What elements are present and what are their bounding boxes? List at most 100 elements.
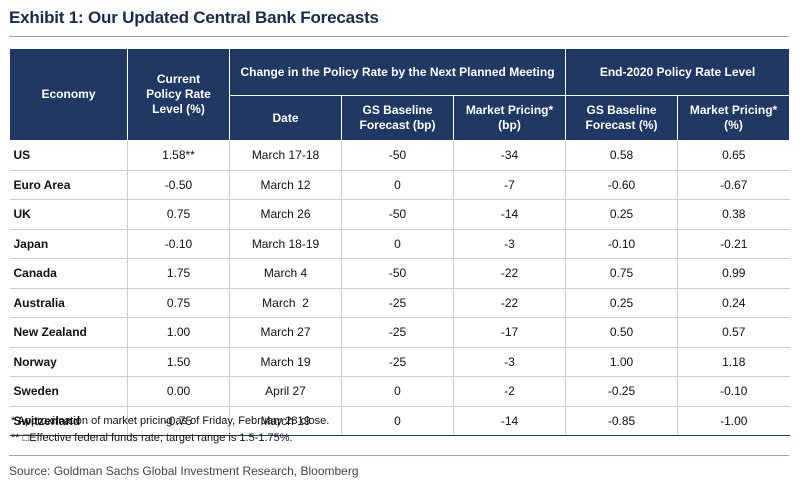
header-economy: Economy	[9, 48, 128, 141]
table-row: Euro Area -0.50 March 12 0 -7 -0.60 -0.6…	[9, 170, 790, 200]
header-current-rate-label: Current Policy Rate Level (%)	[146, 72, 211, 116]
header-market-pricing-bp: Market Pricing* (bp)	[452, 95, 567, 141]
footnotes: * Approximation of market pricing as of …	[11, 413, 329, 447]
cell-market-bp: -7	[452, 170, 566, 200]
cell-gs-pct: -0.60	[565, 170, 678, 200]
cell-gs-pct: 0.75	[565, 258, 678, 289]
cell-economy: Canada	[9, 258, 128, 289]
cell-date: March 26	[229, 199, 342, 230]
table-row: New Zealand 1.00 March 27 -25 -17 0.50 0…	[9, 317, 790, 348]
header-market-pricing-bp-label: Market Pricing* (bp)	[465, 103, 554, 132]
header-end2020-group: End-2020 Policy Rate Level	[565, 48, 791, 96]
header-date: Date	[229, 95, 342, 141]
cell-economy: Sweden	[9, 376, 128, 407]
cell-gs-bp: -25	[341, 317, 454, 348]
cell-current-rate: 1.58**	[127, 140, 230, 171]
cell-gs-bp: -25	[341, 347, 454, 377]
cell-date: March 27	[229, 317, 342, 348]
cell-current-rate: 1.75	[127, 258, 230, 289]
cell-gs-pct: 0.50	[565, 317, 678, 348]
cell-current-rate: -0.50	[127, 170, 230, 200]
cell-economy: New Zealand	[9, 317, 128, 348]
cell-market-bp: -2	[452, 376, 566, 407]
cell-date: March 19	[229, 406, 342, 436]
header-gs-baseline-bp: GS Baseline Forecast (bp)	[341, 95, 454, 141]
table-row: Switzerland -0.75 March 19 0 -14 -0.85 -…	[9, 406, 790, 436]
cell-gs-bp: -25	[341, 288, 454, 318]
cell-market-pct: 0.38	[677, 199, 790, 230]
cell-current-rate: 0.75	[127, 288, 230, 318]
cell-market-pct: 0.24	[677, 288, 790, 318]
header-market-pricing-pct-label: Market Pricing* (%)	[689, 103, 778, 132]
cell-economy: Switzerland	[9, 406, 128, 436]
cell-current-rate: 0.00	[127, 376, 230, 407]
cell-date: March 18-19	[229, 229, 342, 259]
cell-market-bp: -22	[452, 258, 566, 289]
header-current-rate: Current Policy Rate Level (%)	[127, 48, 230, 141]
cell-economy: UK	[9, 199, 128, 230]
cell-current-rate: 0.75	[127, 199, 230, 230]
cell-economy: US	[9, 140, 128, 171]
cell-date: March 2	[229, 288, 342, 318]
source-divider	[9, 455, 789, 456]
cell-market-pct: 0.57	[677, 317, 790, 348]
cell-market-pct: -0.21	[677, 229, 790, 259]
source-line: Source: Goldman Sachs Global Investment …	[9, 464, 359, 478]
cell-gs-bp: 0	[341, 376, 454, 407]
cell-economy: Norway	[9, 347, 128, 377]
table-row: Japan -0.10 March 18-19 0 -3 -0.10 -0.21	[9, 229, 790, 259]
table-row: US 1.58** March 17-18 -50 -34 0.58 0.65	[9, 140, 790, 171]
cell-market-pct: 1.18	[677, 347, 790, 377]
cell-economy: Australia	[9, 288, 128, 318]
cell-gs-pct: 0.58	[565, 140, 678, 171]
forecast-table: Economy Current Policy Rate Level (%) Ch…	[9, 48, 791, 436]
cell-market-bp: -3	[452, 347, 566, 377]
cell-gs-pct: 1.00	[565, 347, 678, 377]
cell-gs-bp: -50	[341, 258, 454, 289]
cell-market-bp: -14	[452, 199, 566, 230]
header-market-pricing-pct: Market Pricing* (%)	[677, 95, 791, 141]
header-gs-baseline-pct: GS Baseline Forecast (%)	[565, 95, 679, 141]
cell-date: March 17-18	[229, 140, 342, 171]
cell-date: March 19	[229, 347, 342, 377]
cell-market-bp: -34	[452, 140, 566, 171]
cell-gs-pct: -0.85	[565, 406, 678, 436]
title-divider	[9, 36, 789, 37]
cell-current-rate: -0.75	[127, 406, 230, 436]
header-gs-baseline-bp-label: GS Baseline Forecast (bp)	[359, 103, 436, 132]
table-row: Australia 0.75 March 2 -25 -22 0.25 0.24	[9, 288, 790, 318]
cell-market-bp: -17	[452, 317, 566, 348]
table-row: Canada 1.75 March 4 -50 -22 0.75 0.99	[9, 258, 790, 289]
footnote-effective-rate: ** □Effective federal funds rate; target…	[11, 432, 293, 444]
header-gs-baseline-pct-label: GS Baseline Forecast (%)	[585, 103, 658, 132]
cell-current-rate: 1.50	[127, 347, 230, 377]
cell-current-rate: 1.00	[127, 317, 230, 348]
cell-market-pct: -0.67	[677, 170, 790, 200]
cell-economy: Japan	[9, 229, 128, 259]
table-row: Sweden 0.00 April 27 0 -2 -0.25 -0.10	[9, 376, 790, 407]
cell-current-rate: -0.10	[127, 229, 230, 259]
cell-gs-pct: 0.25	[565, 199, 678, 230]
table-row: Norway 1.50 March 19 -25 -3 1.00 1.18	[9, 347, 790, 377]
exhibit-title: Exhibit 1: Our Updated Central Bank Fore…	[9, 8, 379, 27]
cell-gs-bp: -50	[341, 199, 454, 230]
cell-market-pct: 0.65	[677, 140, 790, 171]
cell-market-bp: -3	[452, 229, 566, 259]
cell-market-pct: -1.00	[677, 406, 790, 436]
cell-gs-pct: 0.25	[565, 288, 678, 318]
cell-market-bp: -14	[452, 406, 566, 436]
cell-gs-bp: 0	[341, 170, 454, 200]
cell-economy: Euro Area	[9, 170, 128, 200]
table-row: UK 0.75 March 26 -50 -14 0.25 0.38	[9, 199, 790, 230]
cell-date: March 12	[229, 170, 342, 200]
cell-date: March 4	[229, 258, 342, 289]
cell-market-bp: -22	[452, 288, 566, 318]
cell-gs-bp: 0	[341, 406, 454, 436]
footnote-market-pricing: * Approximation of market pricing as of …	[11, 415, 330, 427]
cell-gs-bp: -50	[341, 140, 454, 171]
cell-gs-pct: -0.25	[565, 376, 678, 407]
cell-market-pct: -0.10	[677, 376, 790, 407]
cell-date: April 27	[229, 376, 342, 407]
cell-gs-bp: 0	[341, 229, 454, 259]
header-change-group: Change in the Policy Rate by the Next Pl…	[228, 48, 567, 96]
